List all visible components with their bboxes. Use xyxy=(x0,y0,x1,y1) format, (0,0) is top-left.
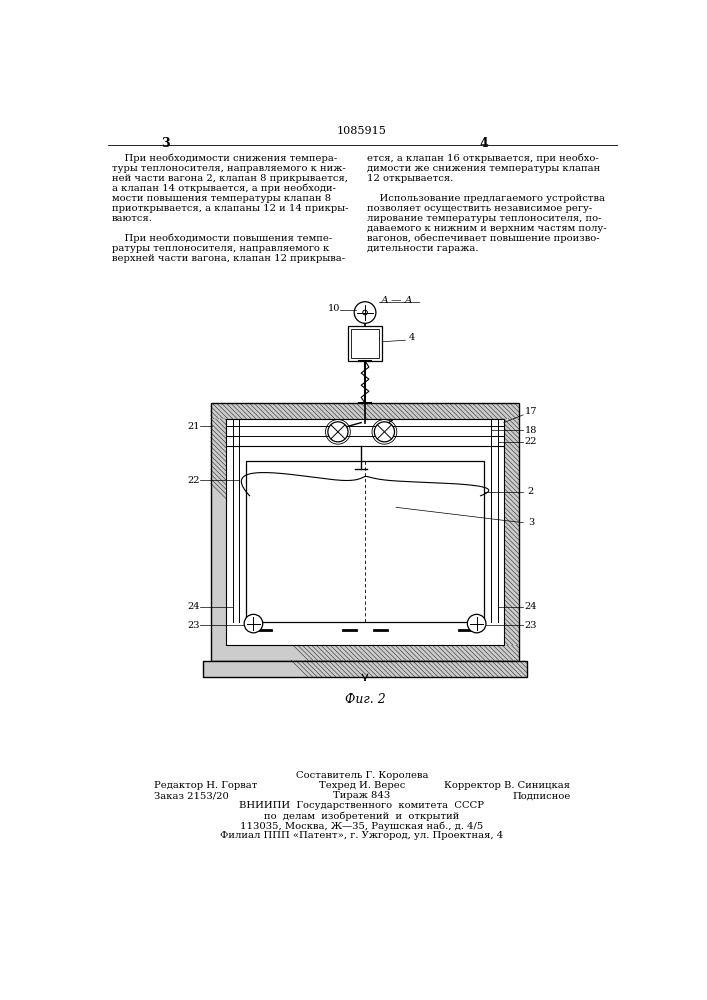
Text: Подписное: Подписное xyxy=(512,791,571,800)
Text: 24: 24 xyxy=(525,602,537,611)
Bar xyxy=(226,419,504,446)
Circle shape xyxy=(467,614,486,633)
Circle shape xyxy=(354,302,376,323)
Text: Тираж 843: Тираж 843 xyxy=(333,791,390,800)
Bar xyxy=(226,419,504,645)
Text: 4: 4 xyxy=(409,333,415,342)
Text: При необходимости снижения темпера-: При необходимости снижения темпера- xyxy=(112,154,337,163)
Text: А — А: А — А xyxy=(380,296,413,305)
Text: При необходимости повышения темпе-: При необходимости повышения темпе- xyxy=(112,234,332,243)
Circle shape xyxy=(328,422,348,442)
Text: Редактор Н. Горват: Редактор Н. Горват xyxy=(154,781,257,790)
Text: Использование предлагаемого устройства: Использование предлагаемого устройства xyxy=(368,194,605,203)
Bar xyxy=(211,403,519,661)
Text: приоткрывается, а клапаны 12 и 14 прикры-: приоткрывается, а клапаны 12 и 14 прикры… xyxy=(112,204,348,213)
Text: верхней части вагона, клапан 12 прикрыва-: верхней части вагона, клапан 12 прикрыва… xyxy=(112,254,345,263)
Text: даваемого к нижним и верхним частям полу-: даваемого к нижним и верхним частям полу… xyxy=(368,224,607,233)
Text: 1085915: 1085915 xyxy=(337,126,387,136)
Text: Фиг. 2: Фиг. 2 xyxy=(345,693,385,706)
Text: 3: 3 xyxy=(527,518,534,527)
Bar xyxy=(246,461,484,622)
Text: а клапан 14 открывается, а при необходи-: а клапан 14 открывается, а при необходи- xyxy=(112,184,336,193)
Text: мости повышения температуры клапан 8: мости повышения температуры клапан 8 xyxy=(112,194,331,203)
Text: 23: 23 xyxy=(525,621,537,630)
Bar xyxy=(203,661,527,677)
Text: вагонов, обеспечивает повышение произво-: вагонов, обеспечивает повышение произво- xyxy=(368,234,600,243)
Text: по  делам  изобретений  и  открытий: по делам изобретений и открытий xyxy=(264,811,460,821)
Text: димости же снижения температуры клапан: димости же снижения температуры клапан xyxy=(368,164,601,173)
Text: Корректор В. Синицкая: Корректор В. Синицкая xyxy=(445,781,571,790)
Text: 21: 21 xyxy=(187,422,200,431)
Text: дительности гаража.: дительности гаража. xyxy=(368,244,479,253)
Text: Филиал ППП «Патент», г. Ужгород, ул. Проектная, 4: Филиал ППП «Патент», г. Ужгород, ул. Про… xyxy=(221,831,503,840)
Text: лирование температуры теплоносителя, по-: лирование температуры теплоносителя, по- xyxy=(368,214,602,223)
Bar xyxy=(348,326,382,361)
Text: ваются.: ваются. xyxy=(112,214,153,223)
Text: позволяет осуществить независимое регу-: позволяет осуществить независимое регу- xyxy=(368,204,592,213)
Text: Заказ 2153/20: Заказ 2153/20 xyxy=(154,791,229,800)
Text: ней части вагона 2, клапан 8 прикрывается,: ней части вагона 2, клапан 8 прикрываетс… xyxy=(112,174,348,183)
Text: Составитель Г. Королева: Составитель Г. Королева xyxy=(296,771,428,780)
Text: 17: 17 xyxy=(525,407,537,416)
Text: 24: 24 xyxy=(187,602,200,611)
Text: Техред И. Верес: Техред И. Верес xyxy=(319,781,405,790)
Text: 23: 23 xyxy=(187,621,200,630)
Text: ратуры теплоносителя, направляемого к: ратуры теплоносителя, направляемого к xyxy=(112,244,329,253)
Circle shape xyxy=(244,614,263,633)
Text: 12 открывается.: 12 открывается. xyxy=(368,174,454,183)
Text: 22: 22 xyxy=(525,437,537,446)
Text: 3: 3 xyxy=(162,137,170,150)
Text: ется, а клапан 16 открывается, при необхо-: ется, а клапан 16 открывается, при необх… xyxy=(368,154,599,163)
Text: ВНИИПИ  Государственного  комитета  СССР: ВНИИПИ Государственного комитета СССР xyxy=(240,801,484,810)
Text: 18: 18 xyxy=(525,426,537,435)
Text: 2: 2 xyxy=(527,487,534,496)
Text: 10: 10 xyxy=(328,304,340,313)
Text: 113035, Москва, Ж—35, Раушская наб., д. 4/5: 113035, Москва, Ж—35, Раушская наб., д. … xyxy=(240,821,484,831)
Text: 22: 22 xyxy=(187,476,200,485)
Circle shape xyxy=(374,422,395,442)
Text: 4: 4 xyxy=(479,137,488,150)
Text: туры теплоносителя, направляемого к ниж-: туры теплоносителя, направляемого к ниж- xyxy=(112,164,346,173)
Bar xyxy=(351,329,379,358)
